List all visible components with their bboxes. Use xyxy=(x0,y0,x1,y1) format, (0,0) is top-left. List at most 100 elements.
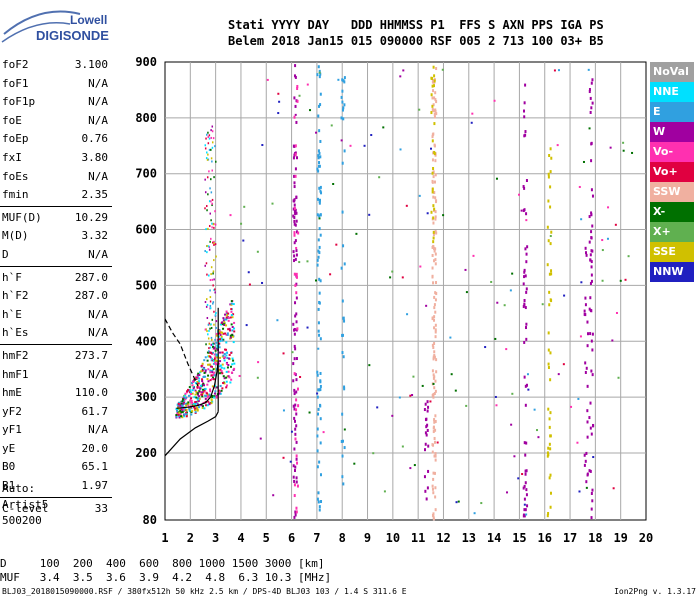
echo-point xyxy=(199,390,202,393)
echo-point xyxy=(292,214,295,218)
echo-point xyxy=(591,373,594,377)
echo-point xyxy=(207,158,210,161)
echo-point xyxy=(590,249,593,253)
echo-point xyxy=(319,404,322,408)
echo-point xyxy=(435,100,438,104)
echo-point xyxy=(306,260,309,263)
echo-point xyxy=(520,209,523,212)
echo-point xyxy=(576,441,579,444)
param-key: foEs xyxy=(2,169,29,183)
echo-point xyxy=(432,80,435,84)
echo-point xyxy=(293,231,296,235)
echo-point xyxy=(204,207,206,210)
echo-point xyxy=(293,203,296,207)
echo-point xyxy=(227,375,230,378)
echo-point xyxy=(525,326,528,330)
y-tick-label: 300 xyxy=(135,390,157,404)
echo-point xyxy=(208,355,211,358)
echo-point xyxy=(434,508,437,512)
echo-point xyxy=(177,406,180,409)
echo-point xyxy=(434,428,437,432)
echo-point xyxy=(434,247,437,251)
echo-point xyxy=(425,425,428,429)
echo-point xyxy=(548,303,551,307)
echo-point xyxy=(208,351,211,354)
echo-point xyxy=(433,78,436,82)
echo-point xyxy=(185,413,188,416)
echo-point xyxy=(211,160,213,163)
param-row: foF1 N/A xyxy=(0,75,112,94)
echo-point xyxy=(297,231,300,235)
echo-point xyxy=(210,148,212,151)
echo-point xyxy=(184,398,187,401)
echo-point xyxy=(207,351,210,354)
echo-point xyxy=(424,489,427,493)
param-key: foF1 xyxy=(2,76,29,90)
echo-point xyxy=(293,483,296,487)
echo-point xyxy=(341,333,344,337)
echo-point xyxy=(318,460,321,464)
echo-point xyxy=(523,101,526,105)
echo-point xyxy=(183,395,186,398)
echo-point xyxy=(198,395,201,398)
echo-point xyxy=(295,296,298,300)
echo-point xyxy=(549,242,552,246)
echo-point xyxy=(293,115,296,119)
echo-point xyxy=(412,375,415,378)
echo-point xyxy=(591,224,594,228)
echo-point xyxy=(614,223,617,226)
echo-point xyxy=(205,137,207,140)
echo-point xyxy=(619,279,622,282)
echo-point xyxy=(578,185,581,188)
echo-point xyxy=(209,187,211,190)
echo-point xyxy=(342,117,345,121)
param-separator xyxy=(0,343,112,345)
echo-point xyxy=(585,253,588,257)
echo-point xyxy=(583,312,586,316)
echo-point xyxy=(215,360,218,363)
echo-point xyxy=(295,273,298,277)
echo-point xyxy=(318,300,321,304)
param-key: yE xyxy=(2,441,16,455)
param-value: N/A xyxy=(88,307,108,321)
echo-point xyxy=(548,290,551,294)
echo-point xyxy=(198,406,201,409)
echo-point xyxy=(319,233,322,237)
echo-point xyxy=(215,386,218,389)
echo-point xyxy=(222,381,225,384)
echo-point xyxy=(282,352,285,355)
echo-point xyxy=(409,394,412,397)
footer-version: Ion2Png v. 1.3.17 xyxy=(614,587,696,596)
echo-point xyxy=(431,139,434,143)
echo-point xyxy=(433,471,436,475)
echo-point xyxy=(591,348,594,352)
echo-point xyxy=(590,507,593,511)
echo-point xyxy=(525,488,528,492)
echo-point xyxy=(216,338,219,341)
echo-point xyxy=(294,427,297,431)
echo-point xyxy=(208,200,211,203)
echo-point xyxy=(225,310,228,313)
echo-point xyxy=(177,411,180,414)
echo-point xyxy=(220,335,223,338)
echo-point xyxy=(185,415,188,418)
x-tick-label: 16 xyxy=(538,531,552,545)
echo-point xyxy=(590,339,593,343)
chart-scatter-marks xyxy=(175,64,634,521)
echo-point xyxy=(431,369,434,373)
echo-point xyxy=(188,408,191,411)
echo-point xyxy=(432,245,435,249)
echo-point xyxy=(204,144,207,147)
echo-point xyxy=(589,258,592,262)
echo-point xyxy=(208,363,211,366)
param-value: N/A xyxy=(88,169,108,183)
echo-point xyxy=(432,471,435,475)
echo-point xyxy=(295,249,298,253)
echo-point xyxy=(526,504,529,508)
echo-point xyxy=(213,243,215,246)
echo-point xyxy=(256,250,259,253)
echo-point xyxy=(208,224,211,227)
param-row: foEp 0.76 xyxy=(0,130,112,149)
echo-point xyxy=(180,414,183,417)
echo-point xyxy=(318,508,321,512)
